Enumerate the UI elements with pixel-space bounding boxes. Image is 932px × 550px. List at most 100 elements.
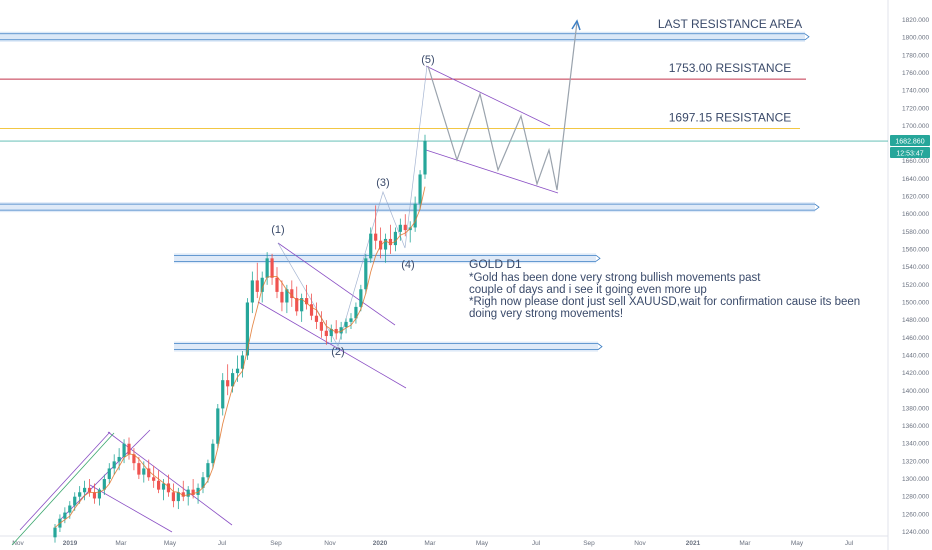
candle-body: [97, 489, 101, 499]
trend-channel-line: [425, 149, 559, 194]
price-tick-label: 1640.000: [902, 176, 929, 183]
time-tag-label: 12:53:47: [896, 151, 923, 158]
time-tag: [890, 147, 930, 159]
candle-body: [300, 298, 304, 312]
price-tick-label: 1360.000: [902, 423, 929, 430]
time-tick-label: Nov: [634, 540, 646, 547]
candle-body: [117, 456, 121, 462]
candle-body: [176, 492, 180, 502]
candle-body: [398, 224, 402, 232]
candle-body: [245, 302, 249, 356]
candle-body: [83, 487, 87, 493]
price-tick-label: 1320.000: [902, 458, 929, 465]
time-tick-label: May: [476, 540, 489, 547]
price-tick-label: 1620.000: [902, 194, 929, 201]
price-tick-label: 1720.000: [902, 105, 929, 112]
resistance-zone: [0, 31, 805, 42]
time-tick-label: 2020: [373, 540, 388, 547]
time-tick-label: Nov: [324, 540, 336, 547]
price-tag-label: 1682.860: [895, 139, 924, 146]
zone-arrow-icon: [595, 255, 601, 262]
candle-body: [137, 463, 141, 475]
candle-body: [290, 289, 294, 299]
price-tick-label: 1400.000: [902, 388, 929, 395]
candle-body: [319, 321, 323, 331]
candle-body: [191, 489, 195, 495]
price-tick-label: 1440.000: [902, 352, 929, 359]
candle-body: [339, 327, 343, 334]
candle-body: [309, 304, 314, 316]
support-zone: [174, 341, 598, 352]
time-tick-label: 2021: [686, 540, 701, 547]
candle-body: [63, 512, 67, 519]
candle-body: [344, 321, 348, 328]
price-tag: [890, 135, 930, 147]
candle-body: [265, 258, 269, 278]
candle-body: [132, 454, 136, 464]
candle-body: [369, 233, 373, 259]
resistance-label: 1697.15 RESISTANCE: [669, 110, 792, 124]
candle-body: [280, 291, 284, 303]
candle-body: [403, 224, 407, 231]
price-tick-label: 1520.000: [902, 282, 929, 289]
candle-body: [171, 492, 175, 502]
candle-body: [305, 298, 309, 305]
zone-arrow-icon: [804, 33, 810, 41]
price-tick-label: 1660.000: [902, 158, 929, 165]
candle-body: [285, 289, 289, 303]
candle-body: [107, 468, 111, 480]
wave-label: (3): [376, 177, 389, 189]
zone-arrow-icon: [814, 203, 820, 211]
candle-body: [324, 330, 328, 337]
candle-body: [196, 487, 200, 495]
candle-body: [329, 328, 333, 337]
resistance-label: LAST RESISTANCE AREA: [658, 17, 802, 31]
annotation-line: doing very strong movements!: [469, 308, 623, 320]
price-tick-label: 1460.000: [902, 335, 929, 342]
candle-body: [334, 328, 338, 334]
projection-path: [427, 21, 578, 191]
candle-body: [142, 468, 146, 475]
candle-body: [250, 280, 254, 303]
candle-body: [260, 277, 264, 292]
price-tick-label: 1300.000: [902, 476, 929, 483]
candle-body: [211, 443, 215, 464]
price-tick-label: 1600.000: [902, 211, 929, 218]
candle-body: [374, 233, 378, 241]
annotation-line: *Righ now please dont just sell XAUUSD,w…: [469, 296, 860, 308]
resistance-label: 1753.00 RESISTANCE: [669, 61, 792, 75]
candle-body: [349, 318, 353, 322]
price-tick-label: 1260.000: [902, 511, 929, 518]
candle-body: [73, 496, 77, 506]
candle-body: [161, 483, 166, 490]
time-tick-label: May: [791, 540, 804, 547]
candle-body: [157, 480, 161, 490]
trend-channel-line: [277, 242, 396, 326]
price-tick-label: 1500.000: [902, 299, 929, 306]
price-tick-label: 1420.000: [902, 370, 929, 377]
candle-body: [87, 487, 92, 493]
time-tick-label: Jul: [218, 540, 227, 547]
price-tick-label: 1760.000: [902, 70, 929, 77]
candle-body: [92, 492, 97, 499]
trend-line: [11, 432, 115, 546]
wave-label: (1): [271, 224, 284, 236]
candle-body: [295, 298, 299, 312]
candle-body: [413, 203, 417, 228]
candle-body: [240, 355, 245, 369]
time-tick-label: Mar: [424, 540, 436, 547]
candle-body: [423, 140, 427, 175]
candle-body: [206, 463, 210, 478]
support-zone: [174, 253, 596, 264]
time-tick-label: Jul: [845, 540, 854, 547]
candle-body: [216, 408, 220, 444]
candle-body: [166, 483, 171, 493]
price-tick-label: 1340.000: [902, 441, 929, 448]
candle-body: [102, 479, 106, 490]
candle-body: [388, 238, 393, 246]
candle-body: [255, 280, 259, 292]
trend-channel-line: [89, 484, 173, 533]
candle-body: [226, 380, 230, 387]
